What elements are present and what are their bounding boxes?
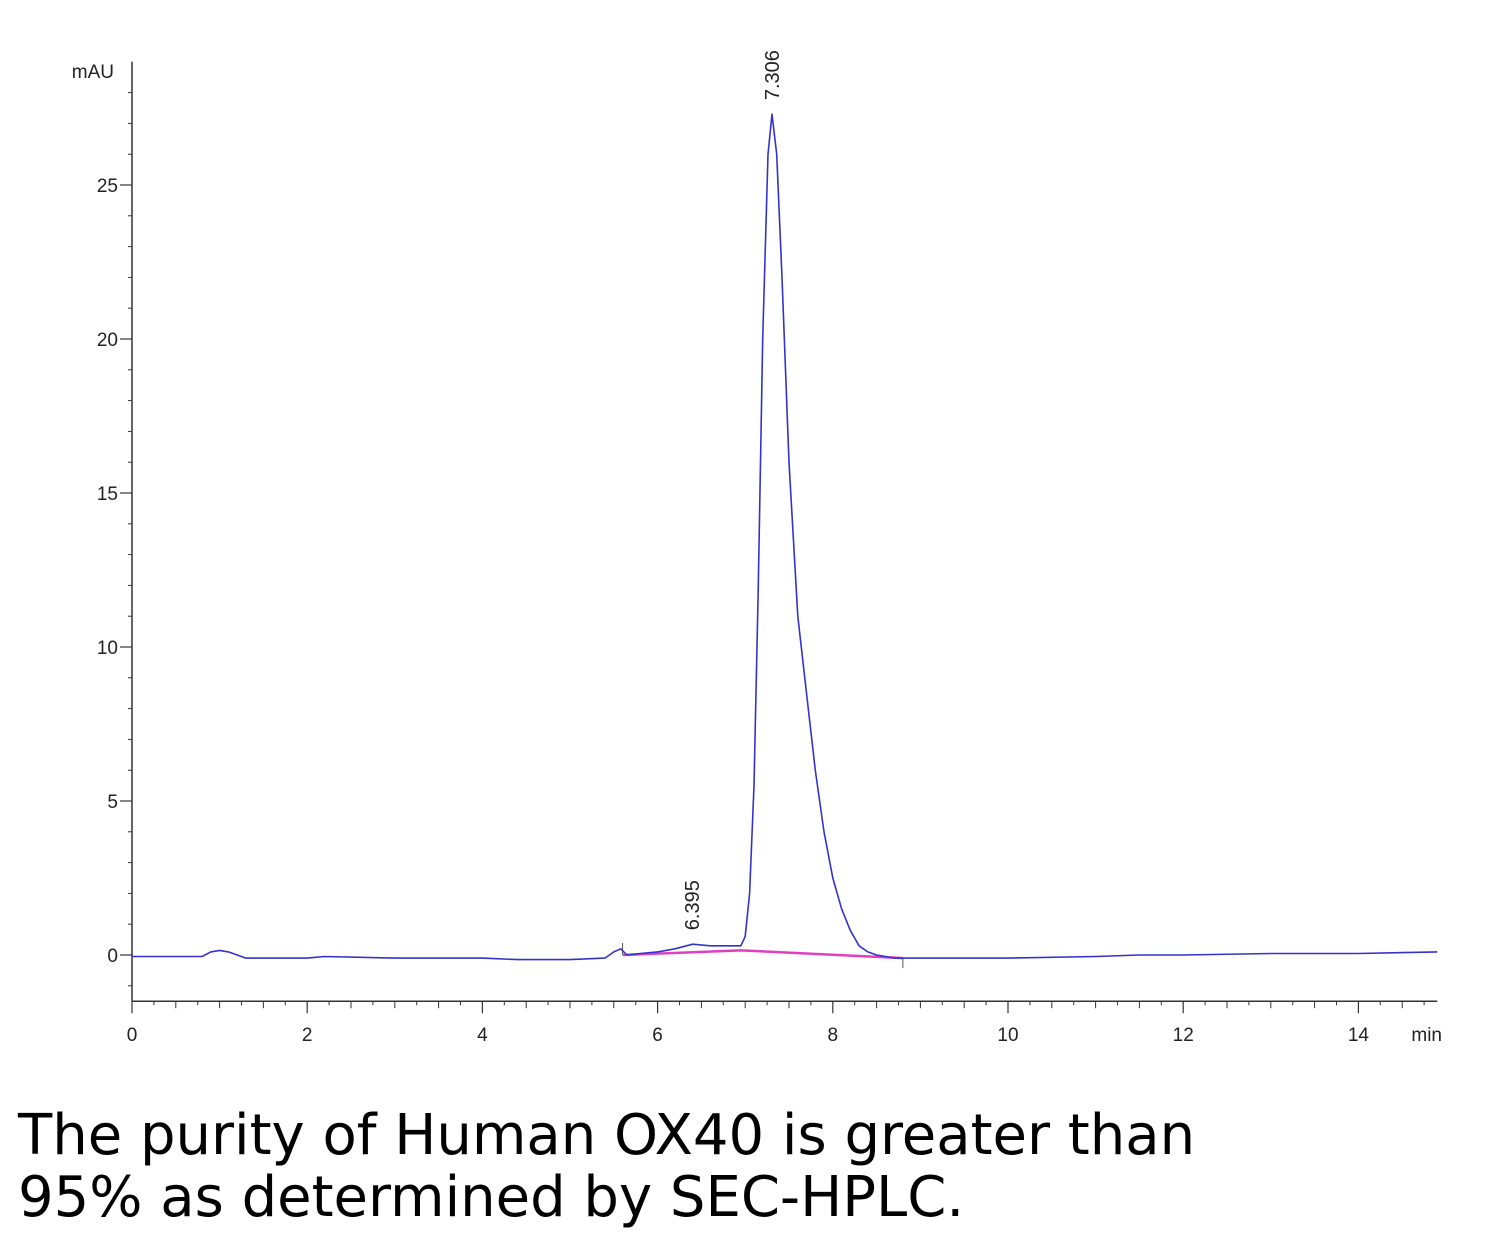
x-tick-label: 2 xyxy=(302,1025,313,1046)
y-axis-unit-label: mAU xyxy=(72,62,114,83)
x-tick-label: 8 xyxy=(828,1025,839,1046)
caption-line-1: The purity of Human OX40 is greater than xyxy=(18,1103,1196,1168)
x-axis-unit-label: min xyxy=(1411,1025,1442,1046)
x-tick-label: 14 xyxy=(1348,1025,1370,1046)
y-tick-label: 5 xyxy=(107,792,118,813)
figure-caption: The purity of Human OX40 is greater than… xyxy=(18,1105,1418,1229)
integration-baseline xyxy=(622,943,904,969)
chromatogram-chart: 0 5 10 15 20 25 0 2 4 6 8 10 12 14 6.395 7.306 mAU min xyxy=(72,50,1442,1046)
x-tick-label: 6 xyxy=(652,1025,663,1046)
chromatogram-trace xyxy=(132,113,1438,961)
x-tick-label: 10 xyxy=(997,1025,1018,1046)
y-tick-label: 25 xyxy=(97,176,118,197)
series-line xyxy=(132,113,1438,961)
y-tick-label: 20 xyxy=(97,330,118,351)
chart-axes xyxy=(131,61,1438,1002)
y-tick-label: 15 xyxy=(97,484,118,505)
caption-line-2: 95% as determined by SEC-HPLC. xyxy=(18,1165,965,1230)
x-tick-label: 12 xyxy=(1173,1025,1194,1046)
baseline-line xyxy=(622,949,903,960)
peak-labels: 6.395 7.306 xyxy=(682,50,784,930)
y-tick-label: 0 xyxy=(107,946,118,967)
peak-label: 6.395 xyxy=(682,880,704,930)
y-tick-label: 10 xyxy=(97,638,118,659)
peak-label: 7.306 xyxy=(762,50,784,100)
chart-ticks: 0 5 10 15 20 25 0 2 4 6 8 10 12 14 xyxy=(97,92,1425,1046)
x-tick-label: 4 xyxy=(477,1025,488,1046)
x-tick-label: 0 xyxy=(127,1025,138,1046)
